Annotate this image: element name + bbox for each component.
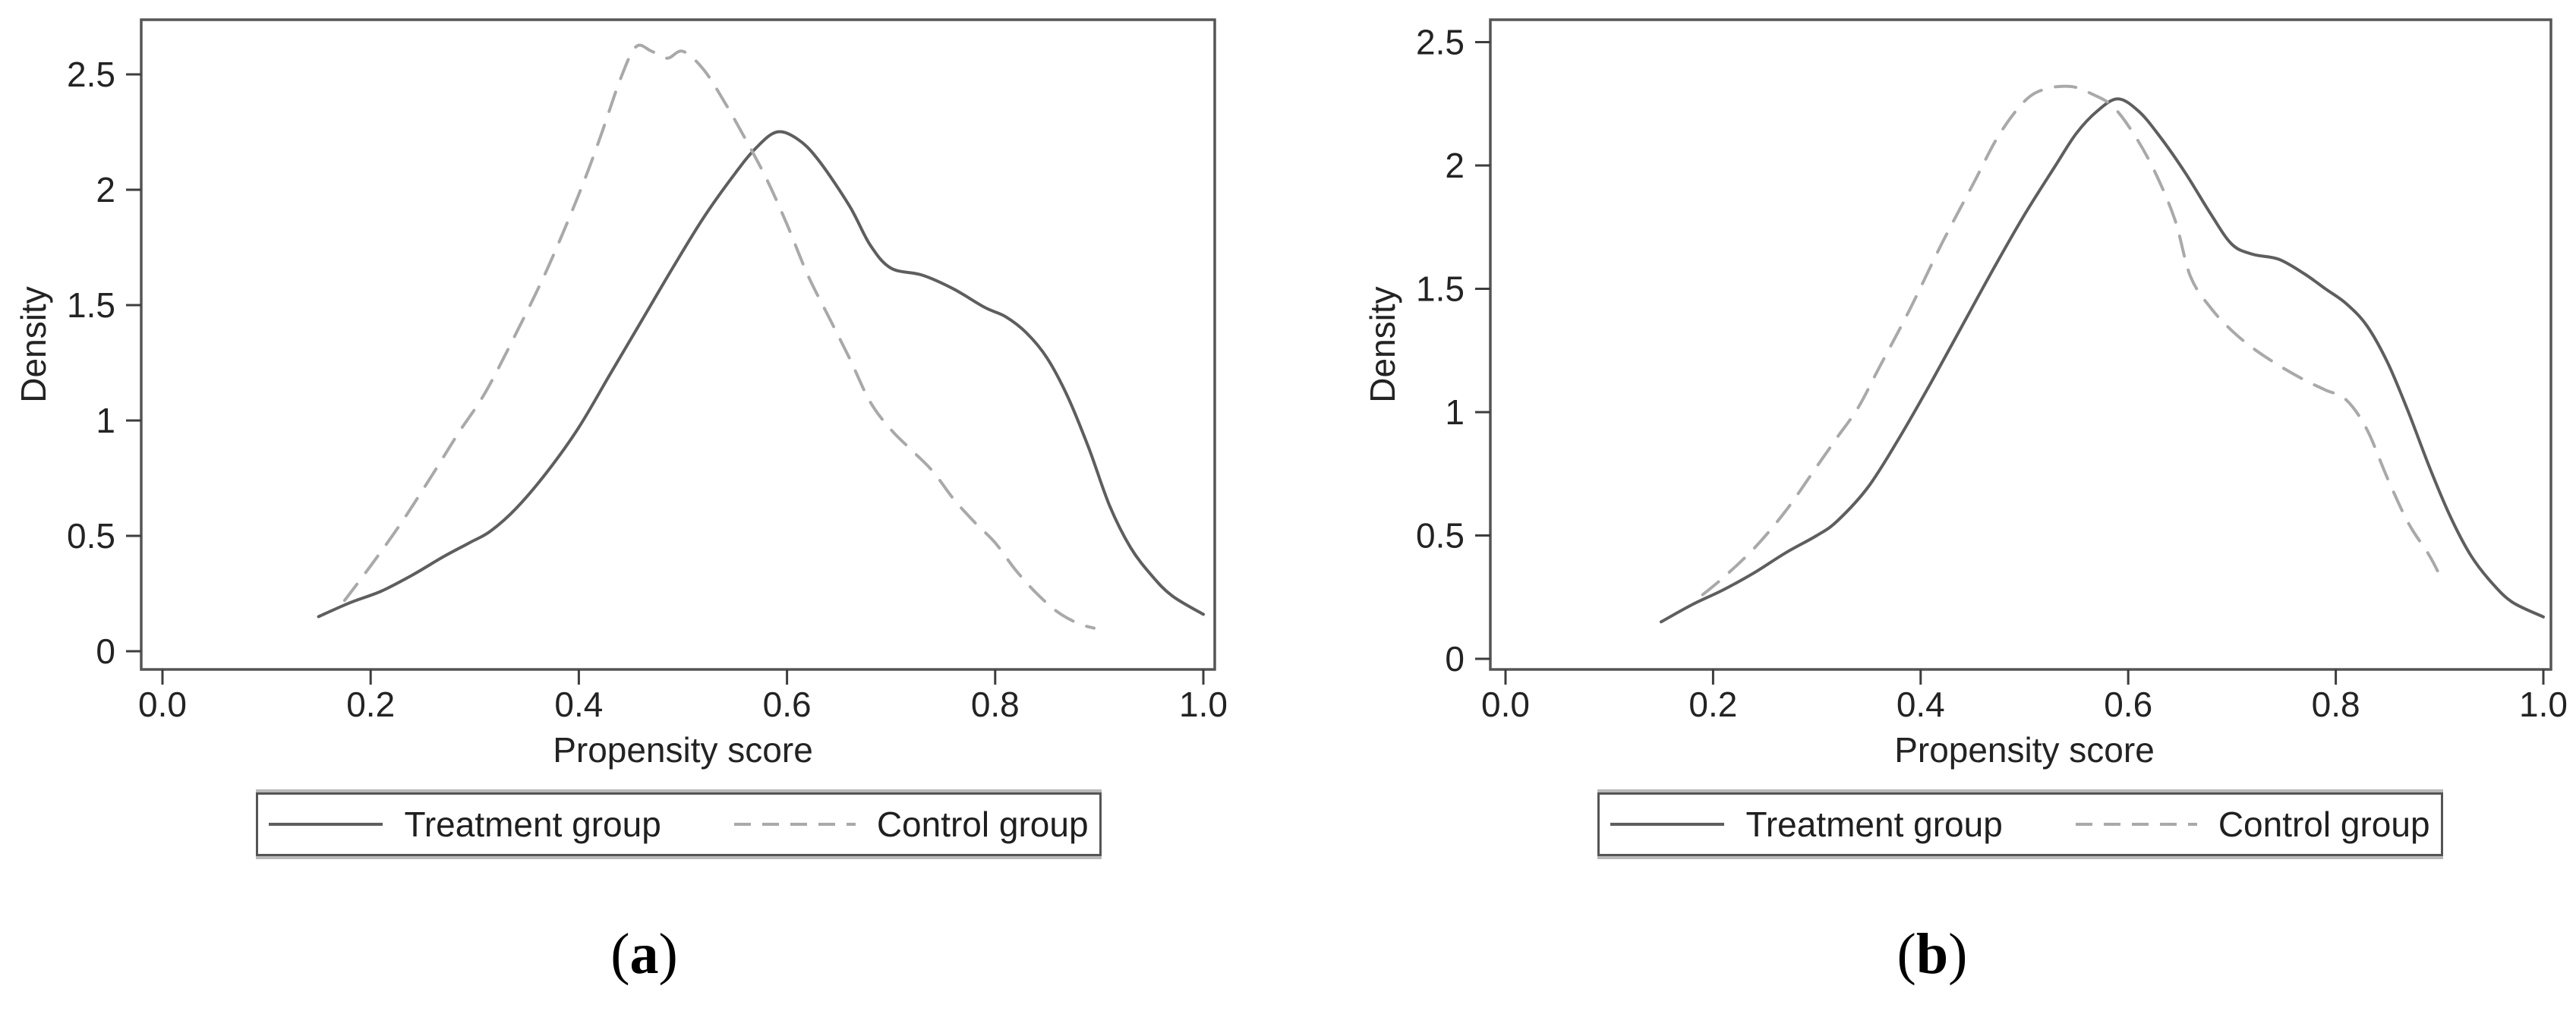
caption-b-close-paren: ) [1948,922,1968,986]
x-tick-label: 0.8 [971,685,1020,724]
legend-label-treatment: Treatment group [404,805,661,844]
treatment-curve [1660,97,2545,624]
control-curve [1701,84,2442,597]
x-tick-label: 1.0 [1179,685,1228,724]
caption-a-letter: a [629,922,659,986]
caption-b-open-paren: ( [1897,922,1916,986]
legend-item-control: Control group [2075,804,2430,845]
legend-label-control: Control group [876,805,1089,844]
y-tick-label: 0.5 [67,516,115,556]
y-tick-label: 0 [1445,639,1465,679]
x-tick-label: 0.0 [138,685,187,724]
legend-box-b: Treatment group Control group [1597,792,2443,856]
x-tick-label: 0.0 [1481,685,1530,724]
legend-item-treatment: Treatment group [269,804,661,845]
y-tick-label: 2 [96,170,115,209]
plot-frame [140,18,1216,671]
x-axis-title: Propensity score [553,730,813,770]
legend-label-control: Control group [2218,805,2430,844]
treatment-line-sample [1610,823,1725,826]
control-line-sample [2075,823,2197,826]
legend-item-treatment: Treatment group [1610,804,2003,845]
y-tick-label: 0.5 [1416,516,1465,556]
x-tick-label: 0.8 [2312,685,2360,724]
legend-box-a: Treatment group Control group [256,792,1102,856]
x-tick-label: 0.2 [346,685,395,724]
y-tick-label: 0 [96,631,115,671]
panel-a: 0 0.5 1 1.5 2 2.5 0.0 0.2 0.4 0.6 0.8 1.0 Propensity… [0,18,1288,989]
x-tick-label: 0.4 [1897,685,1945,724]
panel-b: 0 0.5 1 1.5 2 2.5 0.0 0.2 0.4 0.6 0.8 1.0 Propensity… [1288,0,2576,1011]
caption-b-letter: b [1915,922,1949,986]
control-line-sample [733,823,856,826]
density-chart-b: 0 0.5 1 1.5 2 2.5 0.0 0.2 0.4 0.6 0.8 1.0 Propensity… [1363,18,2568,770]
y-tick-label: 1.5 [1416,269,1465,309]
caption-b: (b) [1288,920,2576,989]
y-tick-label: 2.5 [1416,23,1465,62]
y-tick-label: 2 [1445,146,1465,185]
y-tick-label: 2.5 [67,55,115,94]
control-curve [342,43,1096,630]
caption-a: (a) [0,920,1288,989]
y-tick-label: 1 [1445,392,1465,432]
y-tick-label: 1 [96,401,115,440]
x-tick-label: 0.6 [763,685,812,724]
x-tick-label: 1.0 [2519,685,2568,724]
legend-label-treatment: Treatment group [1745,805,2003,844]
x-tick-label: 0.6 [2104,685,2152,724]
density-chart-a: 0 0.5 1 1.5 2 2.5 0.0 0.2 0.4 0.6 0.8 1.0 Propensity… [14,18,1228,770]
x-tick-label: 0.2 [1688,685,1737,724]
treatment-curve [317,130,1205,619]
y-tick-label: 1.5 [67,285,115,325]
x-tick-label: 0.4 [554,685,603,724]
plot-frame [1489,18,2552,671]
caption-a-open-paren: ( [610,922,630,986]
caption-a-close-paren: ) [658,922,678,986]
treatment-line-sample [269,823,383,826]
y-axis-title: Density [1363,286,1402,402]
legend-item-control: Control group [733,804,1089,845]
x-axis-title: Propensity score [1894,730,2155,770]
y-axis-title: Density [14,286,53,402]
